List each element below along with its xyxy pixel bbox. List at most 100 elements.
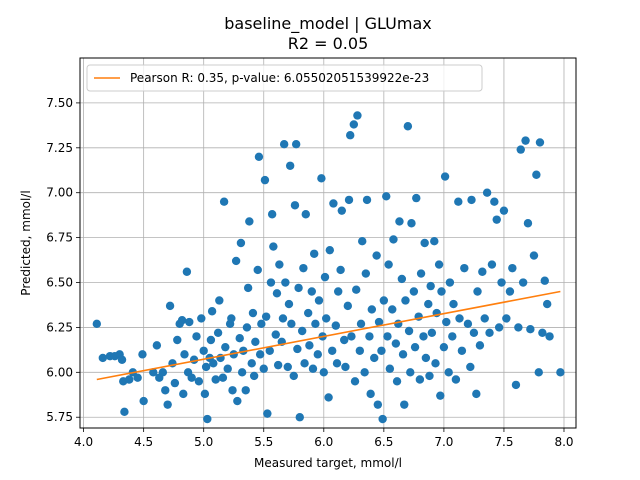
scatter-point [353,111,362,120]
scatter-point [511,380,521,390]
scatter-point [170,378,180,388]
scatter-point [469,328,479,338]
scatter-point [478,267,487,276]
scatter-point [247,359,256,368]
y-tick-label: 7.50 [46,96,73,110]
scatter-point [372,251,381,260]
scatter-point [430,237,439,246]
legend: Pearson R: 0.35, p-value: 6.055020515399… [86,64,483,92]
scatter-point [248,308,258,318]
scatter-point [307,287,316,296]
scatter-point [361,269,371,278]
scatter-point [320,272,330,282]
scatter-point [373,400,383,409]
scatter-point [251,337,260,346]
scatter-point [331,321,341,330]
scatter-point [199,346,208,355]
y-tick-label: 7.25 [46,141,73,155]
scatter-point [255,350,265,359]
scatter-point [449,299,458,309]
scatter-point [324,393,333,402]
scatter-point [454,197,463,206]
scatter-point [161,386,170,395]
scatter-point [403,122,413,131]
x-tick-label: 4.0 [74,435,93,449]
scatter-point [182,267,192,276]
scatter-point [421,353,431,363]
scatter-point [521,136,530,145]
scatter-point [219,197,229,206]
scatter-point [425,371,434,381]
scatter-point [439,342,449,352]
scatter-point [173,335,182,345]
scatter-point [379,296,389,305]
scatter-point [329,199,338,208]
scatter-point [394,319,403,329]
scatter-point [245,217,254,226]
scatter-point [285,161,295,170]
scatter-point [275,260,284,269]
scatter-point [362,195,372,205]
legend-box [86,64,483,92]
scatter-point [211,375,220,384]
scatter-point [440,172,450,181]
y-axis-label: Predicted, mmol/l [19,190,33,295]
scatter-point [303,308,313,318]
x-tick-label: 7.5 [494,435,513,449]
scatter-point [356,319,366,329]
x-tick-label: 4.5 [134,435,153,449]
y-tick-label: 6.50 [46,276,73,290]
scatter-point [209,359,218,368]
scatter-point [92,319,102,329]
scatter-point [341,362,350,372]
scatter-point [279,140,289,149]
scatter-point [529,251,539,260]
scatter-point [377,346,386,355]
scatter-point [427,328,437,338]
scatter-point [284,299,294,309]
y-tick-label: 6.25 [46,320,73,334]
scatter-point [344,195,354,205]
scatter-point [382,192,391,201]
x-tick-label: 6.5 [374,435,393,449]
scatter-point [313,350,322,359]
scatter-point [442,317,451,327]
scatter-point [228,386,237,395]
scatter-point [325,245,335,255]
scatter-point [269,242,278,251]
scatter-point [120,407,129,417]
scatter-point [218,373,228,382]
scatter-point [340,335,349,345]
scatter-point [532,170,541,179]
scatter-point [455,314,464,323]
scatter-point [180,350,189,359]
scatter-point [505,287,515,296]
scatter-point [457,346,467,355]
scatter-point [401,296,410,305]
scatter-point [347,332,356,341]
scatter-point [267,210,277,219]
x-tick-label: 5.0 [194,435,213,449]
scatter-point [197,314,206,323]
scatter-point [271,330,280,339]
scatter-point [460,263,469,273]
scatter-point [523,219,533,228]
scatter-point [508,263,517,273]
scatter-point [485,328,494,338]
scatter-point [117,355,127,364]
scatter-point [192,332,201,341]
scatter-point [473,287,482,296]
x-tick-label: 6.0 [314,435,333,449]
scatter-point [293,344,302,354]
y-tick-label: 5.75 [46,410,73,424]
scatter-point [420,238,429,248]
scatter-point [243,283,253,293]
scatter-point [451,375,461,384]
chart-subtitle: R2 = 0.05 [288,34,369,53]
scatter-point [475,341,485,350]
scatter-point [309,249,319,258]
scatter-point [367,305,377,314]
regression-line [96,290,561,381]
scatter-point [291,140,301,149]
